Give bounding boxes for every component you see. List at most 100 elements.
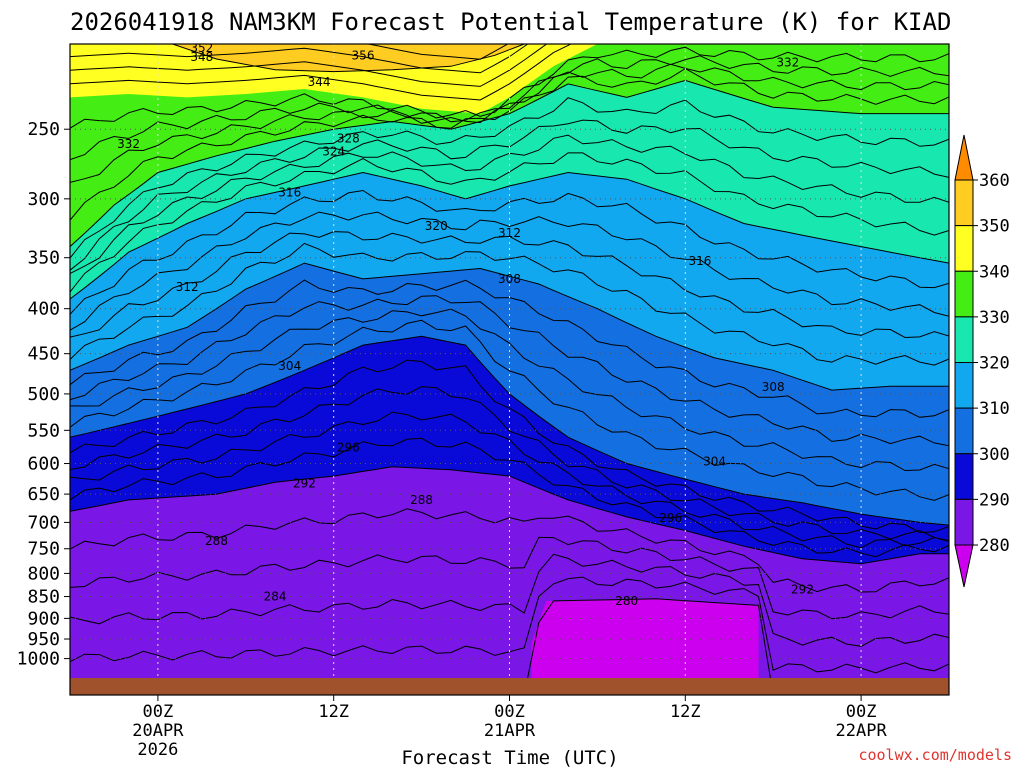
colorbar-segment [954, 453, 974, 500]
y-tick-label: 850 [27, 587, 60, 608]
colorbar-arrow-top [954, 134, 974, 181]
y-tick-label: 600 [27, 454, 60, 475]
colorbar: 280 290 300 310 320 330 340 350 360 [954, 134, 1010, 588]
contour-292 [70, 437, 949, 558]
x-tick-label: 12Z [670, 702, 701, 722]
contour-label: 316 [688, 254, 711, 268]
contour-label: 296 [337, 440, 360, 454]
colorbar-label: 290 [979, 490, 1010, 510]
x-tick-label: 00Z [494, 702, 525, 722]
y-tick-label: 400 [27, 299, 60, 320]
contour-label: 344 [308, 75, 331, 89]
contour-336 [70, 55, 949, 161]
colorbar-label: 340 [979, 262, 1010, 282]
contour-label: 292 [293, 476, 316, 490]
colorbar-label: 300 [979, 445, 1010, 465]
credit-text: coolwx.com/models [858, 746, 1012, 764]
contour-316 [70, 211, 949, 331]
x-tick-label: 2026 [137, 740, 178, 760]
contour-342 [70, 44, 572, 101]
contour-label: 352 [190, 41, 213, 55]
colorbar-segment [954, 498, 974, 546]
contour-302 [70, 319, 949, 501]
colorbar-label: 330 [979, 308, 1010, 328]
contour-label: 312 [176, 280, 199, 294]
contour-label: 324 [322, 144, 345, 158]
y-tick-label: 300 [27, 189, 60, 210]
x-tick-label: 00Z [846, 702, 877, 722]
colorbar-label: 310 [979, 399, 1010, 419]
y-tick-label: 350 [27, 248, 60, 269]
grid-lines [70, 44, 949, 695]
colorbar-segment [954, 179, 974, 227]
y-tick-label: 700 [27, 512, 60, 533]
colorbar-label: 360 [979, 171, 1010, 191]
contour-298 [70, 359, 949, 534]
y-tick-label: 1000 [17, 649, 60, 670]
contour-label: 320 [425, 219, 448, 233]
fill-band-above-350 [172, 44, 525, 72]
y-tick-label: 250 [27, 119, 60, 140]
ground-strip [70, 678, 949, 695]
contour-label: 296 [659, 511, 682, 525]
contour-320 [70, 171, 949, 300]
contour-294 [70, 411, 949, 549]
colorbar-label: 280 [979, 536, 1010, 556]
y-tick-label: 650 [27, 484, 60, 505]
x-tick-label: 12Z [318, 702, 349, 722]
colorbar-segment [954, 407, 974, 455]
colorbar-label: 350 [979, 217, 1010, 237]
contour-label: 316 [278, 185, 301, 199]
x-tick-label: 21APR [484, 721, 536, 741]
contour-label: 292 [791, 583, 814, 597]
contour-350 [172, 44, 525, 73]
y-tick-label: 900 [27, 608, 60, 629]
contour-label: 284 [264, 590, 287, 604]
contour-label: 304 [703, 455, 726, 469]
contour-label: 288 [205, 534, 228, 548]
contour-330 [70, 79, 949, 247]
y-axis: 2503003504004505005506006507007508008509… [17, 119, 70, 670]
contour-label: 288 [410, 493, 433, 507]
contour-310 [70, 262, 949, 391]
x-tick-label: 20APR [132, 721, 184, 741]
contour-label: 312 [498, 226, 521, 240]
y-tick-label: 950 [27, 629, 60, 650]
colorbar-arrow-bottom [954, 544, 974, 588]
y-tick-label: 500 [27, 384, 60, 405]
contour-label: 308 [762, 380, 785, 394]
contour-lines [70, 44, 949, 695]
contour-label: 328 [337, 131, 360, 145]
contour-label: 356 [352, 48, 375, 62]
colorbar-segment [954, 316, 974, 363]
contour-286 [70, 536, 949, 620]
contour-label: 304 [278, 359, 301, 373]
y-tick-label: 450 [27, 344, 60, 365]
contour-label: 348 [190, 50, 213, 64]
contour-334 [70, 63, 949, 183]
colorbar-segment [954, 225, 974, 272]
contour-304 [70, 308, 949, 472]
contour-288 [70, 508, 949, 593]
contour-328 [70, 97, 949, 259]
x-tick-label: 00Z [143, 702, 174, 722]
colorbar-segment [954, 362, 974, 409]
y-tick-label: 550 [27, 420, 60, 441]
colorbar-label: 320 [979, 354, 1010, 374]
x-tick-label: 22APR [836, 721, 888, 741]
fill-band-above-330 [70, 44, 949, 247]
contour-312 [70, 242, 949, 366]
contour-296 [70, 386, 949, 542]
contour-344 [70, 44, 548, 87]
colorbar-segment [954, 270, 974, 318]
contour-label: 280 [615, 594, 638, 608]
contour-label: 332 [776, 56, 799, 70]
chart-title: 2026041918 NAM3KM Forecast Potential Tem… [70, 8, 951, 36]
contour-label: 308 [498, 272, 521, 286]
x-axis-label: Forecast Time (UTC) [401, 747, 618, 768]
contour-label: 332 [117, 137, 140, 151]
y-tick-label: 750 [27, 539, 60, 560]
